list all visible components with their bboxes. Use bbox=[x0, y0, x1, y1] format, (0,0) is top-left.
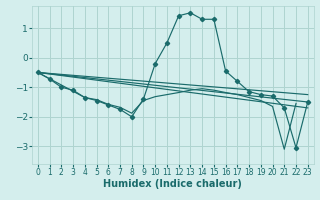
X-axis label: Humidex (Indice chaleur): Humidex (Indice chaleur) bbox=[103, 179, 242, 189]
